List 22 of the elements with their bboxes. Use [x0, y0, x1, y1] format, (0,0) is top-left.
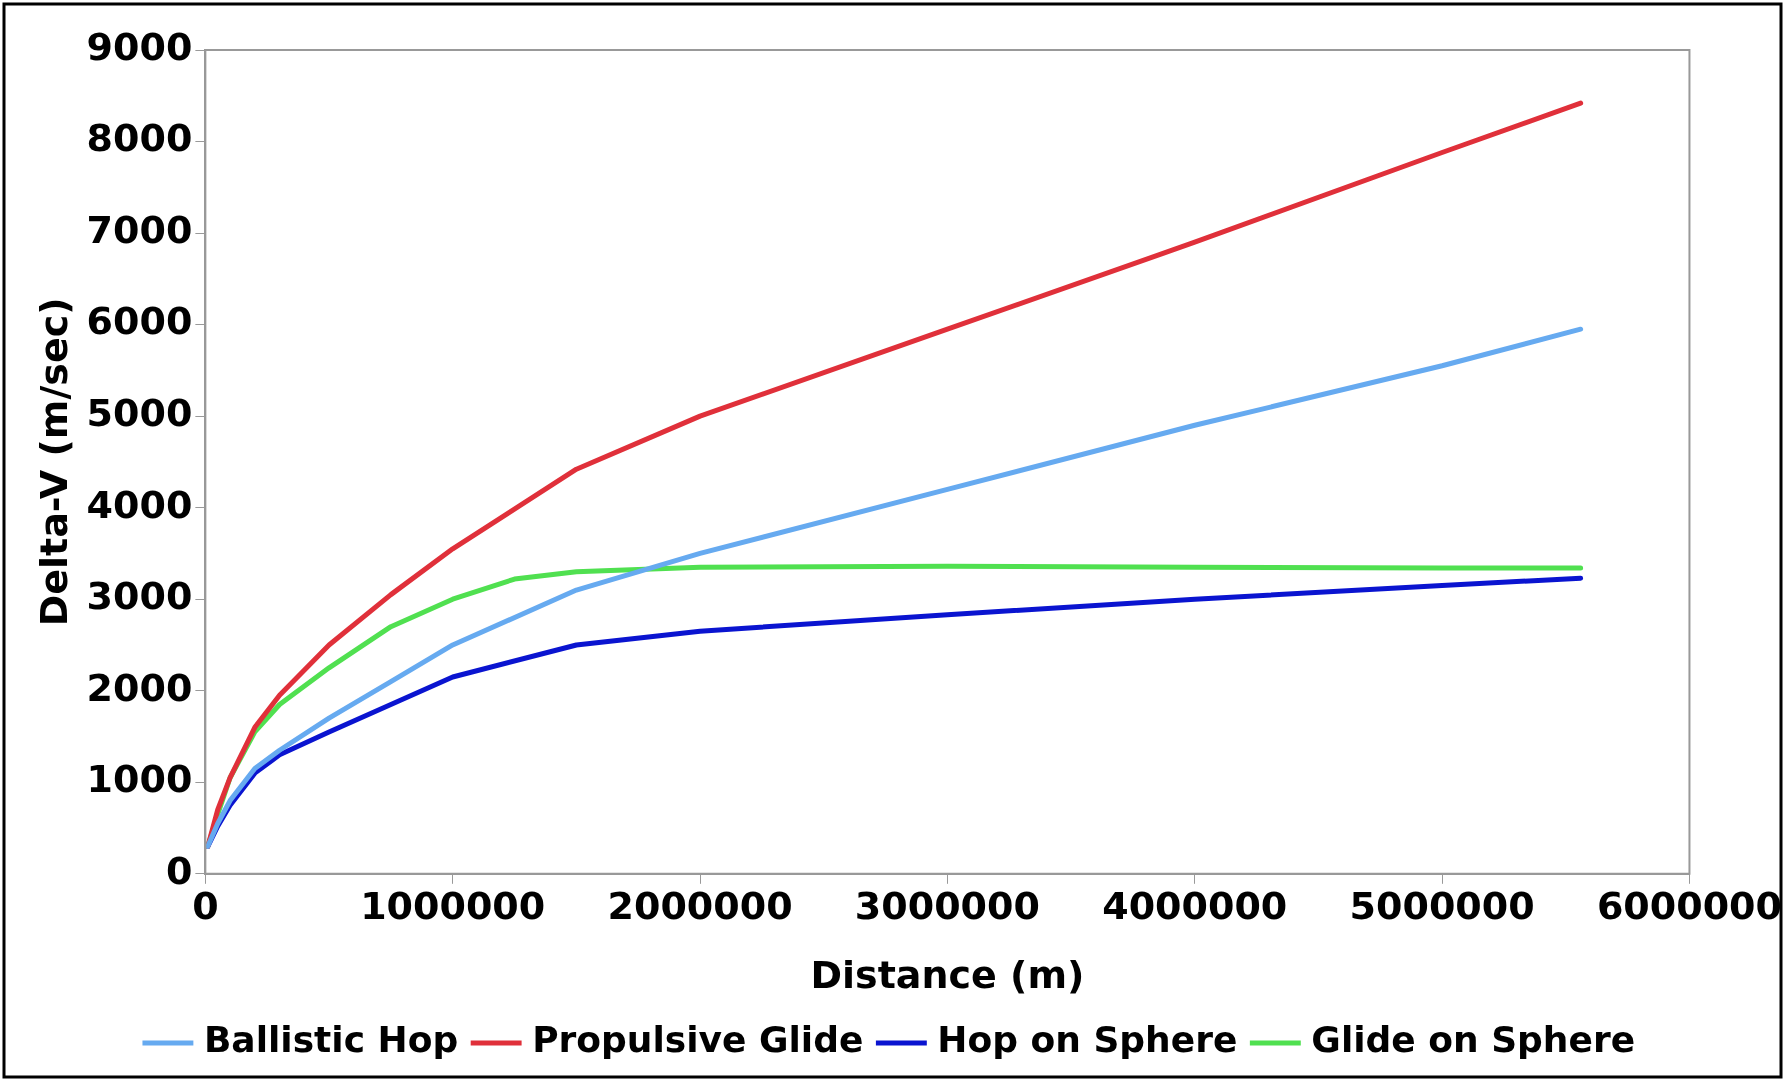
- y-tick-label: 1000: [86, 757, 193, 802]
- x-tick-label: 2000000: [607, 884, 793, 929]
- x-tick-label: 6000000: [1596, 884, 1783, 929]
- y-axis-title: Delta-V (m/sec): [31, 297, 76, 627]
- legend-label: Glide on Sphere: [1311, 1019, 1636, 1061]
- legend-label: Hop on Sphere: [937, 1019, 1238, 1061]
- x-tick-label: 4000000: [1102, 884, 1288, 929]
- y-tick-label: 0: [165, 848, 193, 893]
- x-tick-label: 3000000: [854, 884, 1040, 929]
- y-tick-label: 7000: [86, 207, 193, 252]
- legend-label: Propulsive Glide: [532, 1019, 864, 1061]
- legend-label: Ballistic Hop: [203, 1019, 459, 1061]
- y-tick-label: 6000: [86, 299, 193, 344]
- y-tick-label: 5000: [86, 391, 193, 436]
- x-axis-title: Distance (m): [810, 953, 1085, 998]
- y-tick-label: 9000: [86, 24, 193, 69]
- y-tick-label: 4000: [86, 482, 193, 527]
- x-tick-label: 1000000: [360, 884, 546, 929]
- x-tick-label: 5000000: [1349, 884, 1535, 929]
- y-tick-label: 3000: [86, 574, 193, 619]
- y-tick-label: 2000: [86, 665, 193, 710]
- y-tick-label: 8000: [86, 116, 193, 161]
